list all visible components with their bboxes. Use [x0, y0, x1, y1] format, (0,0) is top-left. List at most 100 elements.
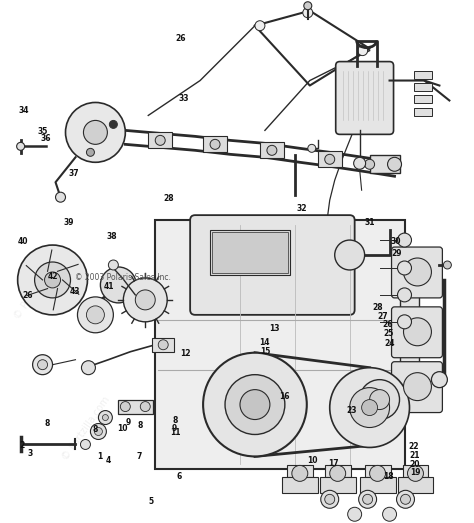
Circle shape	[83, 120, 108, 144]
Circle shape	[330, 368, 410, 448]
Text: 27: 27	[377, 312, 388, 321]
Text: 39: 39	[64, 218, 74, 227]
Circle shape	[155, 135, 165, 145]
Circle shape	[99, 411, 112, 425]
Text: 8: 8	[138, 421, 143, 430]
Bar	[414, 83, 432, 90]
Bar	[210, 230, 290, 275]
Bar	[152, 338, 174, 352]
FancyBboxPatch shape	[392, 362, 442, 413]
Text: 38: 38	[107, 233, 117, 242]
Circle shape	[403, 258, 431, 286]
Text: 7: 7	[137, 452, 142, 461]
Circle shape	[398, 315, 411, 329]
FancyBboxPatch shape	[190, 215, 355, 315]
Bar	[360, 477, 395, 493]
Circle shape	[304, 2, 312, 10]
Text: 40: 40	[18, 237, 28, 246]
Circle shape	[77, 297, 113, 333]
Circle shape	[267, 145, 277, 155]
Circle shape	[203, 353, 307, 457]
Circle shape	[370, 465, 385, 481]
Text: 36: 36	[41, 134, 51, 143]
Text: 41: 41	[104, 282, 115, 291]
Circle shape	[86, 306, 104, 324]
Text: 32: 32	[297, 204, 308, 213]
Circle shape	[321, 491, 339, 508]
Circle shape	[94, 427, 102, 436]
Text: 22: 22	[408, 442, 419, 451]
Text: © 2003 Polaris Sales Inc.: © 2003 Polaris Sales Inc.	[75, 274, 171, 282]
Circle shape	[398, 233, 411, 247]
Circle shape	[123, 278, 167, 322]
Text: 43: 43	[70, 287, 81, 296]
Circle shape	[398, 261, 411, 275]
Bar	[155, 220, 404, 469]
Circle shape	[362, 400, 378, 416]
Text: 5: 5	[148, 497, 154, 506]
Circle shape	[303, 8, 313, 18]
Text: 23: 23	[346, 406, 356, 415]
Circle shape	[86, 149, 94, 156]
Circle shape	[370, 390, 390, 410]
Text: 8: 8	[173, 416, 178, 425]
Circle shape	[330, 465, 346, 481]
Circle shape	[325, 494, 335, 504]
Circle shape	[403, 318, 431, 346]
Circle shape	[135, 290, 155, 310]
Text: 21: 21	[409, 451, 419, 460]
Circle shape	[308, 144, 316, 152]
Bar	[414, 71, 432, 78]
Text: 1: 1	[97, 451, 102, 461]
Bar	[318, 151, 342, 167]
Circle shape	[140, 402, 150, 412]
Bar	[148, 132, 172, 149]
Circle shape	[55, 192, 65, 202]
Circle shape	[325, 154, 335, 164]
Circle shape	[255, 21, 265, 31]
Bar	[282, 477, 318, 493]
Bar	[260, 142, 284, 158]
Bar	[400, 250, 419, 370]
Circle shape	[158, 340, 168, 350]
Text: 33: 33	[179, 94, 189, 104]
Circle shape	[225, 374, 285, 435]
Bar	[414, 96, 432, 104]
Text: 18: 18	[383, 472, 393, 481]
Circle shape	[443, 261, 451, 269]
Text: 13: 13	[270, 324, 280, 333]
Circle shape	[347, 507, 362, 521]
Text: 10: 10	[307, 456, 318, 465]
Circle shape	[335, 240, 365, 270]
Circle shape	[18, 245, 87, 315]
Text: 2: 2	[19, 441, 25, 450]
Text: 8: 8	[45, 418, 50, 428]
Circle shape	[401, 494, 410, 504]
FancyBboxPatch shape	[336, 62, 393, 134]
Circle shape	[37, 360, 47, 370]
Text: 28: 28	[163, 195, 174, 203]
Text: © Partzilla.com: © Partzilla.com	[60, 395, 111, 462]
Circle shape	[91, 424, 106, 439]
Text: 8: 8	[92, 425, 98, 434]
Text: 9: 9	[172, 424, 177, 433]
Circle shape	[65, 103, 125, 162]
Text: 29: 29	[392, 249, 402, 258]
Circle shape	[350, 388, 390, 427]
Circle shape	[383, 507, 397, 521]
Circle shape	[431, 372, 447, 388]
Bar	[320, 477, 356, 493]
Text: 3: 3	[27, 449, 33, 458]
Circle shape	[81, 439, 91, 449]
Text: 12: 12	[180, 349, 190, 358]
Text: © Partzilla.com: © Partzilla.com	[268, 254, 319, 321]
Circle shape	[388, 157, 401, 171]
Circle shape	[365, 160, 374, 169]
Circle shape	[403, 373, 431, 401]
Circle shape	[45, 272, 61, 288]
Circle shape	[100, 267, 137, 303]
Text: 34: 34	[18, 106, 28, 115]
Text: 24: 24	[384, 339, 394, 348]
Circle shape	[120, 402, 130, 412]
Text: 42: 42	[47, 271, 58, 281]
